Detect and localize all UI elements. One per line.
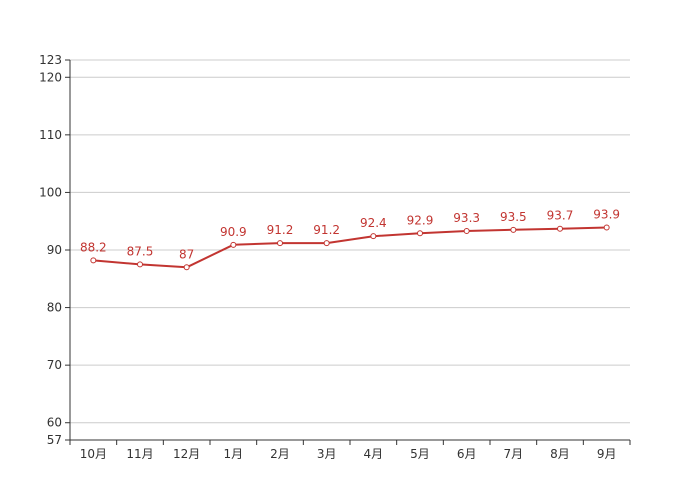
data-point (510, 226, 517, 233)
series (90, 224, 610, 271)
data-point (230, 241, 237, 248)
x-axis-ticks: 10月 11月 12月 1月 2月 3月 4月 5月 6月 7月 8月 9月 (69, 440, 631, 461)
x-tick-label: 2月 (270, 447, 290, 461)
y-tick-label: 80 (47, 301, 62, 315)
y-tick-label: 70 (47, 358, 62, 372)
x-tick-label: 1月 (224, 447, 244, 461)
data-label: 91.2 (267, 223, 294, 237)
data-label: 93.9 (593, 208, 620, 222)
x-tick-label: 12月 (173, 447, 200, 461)
x-tick-label: 9月 (597, 447, 617, 461)
x-tick-label: 6月 (457, 447, 477, 461)
x-tick-label: 10月 (80, 447, 107, 461)
y-tick-label: 123 (39, 53, 62, 67)
data-point (603, 224, 610, 231)
data-label: 93.5 (500, 210, 527, 224)
data-point (277, 240, 283, 247)
data-label: 92.4 (360, 216, 387, 230)
data-label: 93.3 (453, 211, 480, 225)
data-label: 90.9 (220, 225, 247, 239)
data-labels: 88.2 87.5 87 90.9 91.2 91.2 92.4 92.9 93.3 93.5 93… (80, 208, 620, 262)
data-point (90, 257, 97, 264)
data-label: 87.5 (127, 244, 154, 258)
series-line (93, 226, 607, 269)
y-axis-ticks: 57 60 70 80 90 100 110 120 123 (39, 53, 70, 447)
data-point (137, 261, 143, 268)
data-point (183, 264, 190, 271)
data-label: 88.2 (80, 240, 107, 254)
x-tick-label: 8月 (550, 447, 570, 461)
x-tick-label: 7月 (504, 447, 524, 461)
x-tick-label: 11月 (126, 447, 153, 461)
y-tick-label: 90 (47, 243, 62, 257)
data-label: 93.7 (547, 209, 574, 223)
y-tick-label: 57 (47, 433, 62, 447)
y-tick-label: 100 (39, 185, 62, 199)
data-point (417, 230, 423, 237)
x-tick-label: 5月 (410, 447, 430, 461)
data-label: 87 (179, 247, 194, 261)
data-point (370, 233, 377, 240)
y-tick-label: 60 (47, 416, 62, 430)
grid-lines (70, 59, 630, 424)
data-point (557, 225, 563, 232)
data-point (323, 240, 330, 247)
x-tick-label: 4月 (364, 447, 384, 461)
data-label: 91.2 (313, 223, 340, 237)
data-point (463, 228, 470, 234)
y-tick-label: 120 (39, 70, 62, 84)
x-tick-label: 3月 (317, 447, 337, 461)
data-label: 92.9 (407, 213, 434, 227)
y-tick-label: 110 (39, 128, 62, 142)
